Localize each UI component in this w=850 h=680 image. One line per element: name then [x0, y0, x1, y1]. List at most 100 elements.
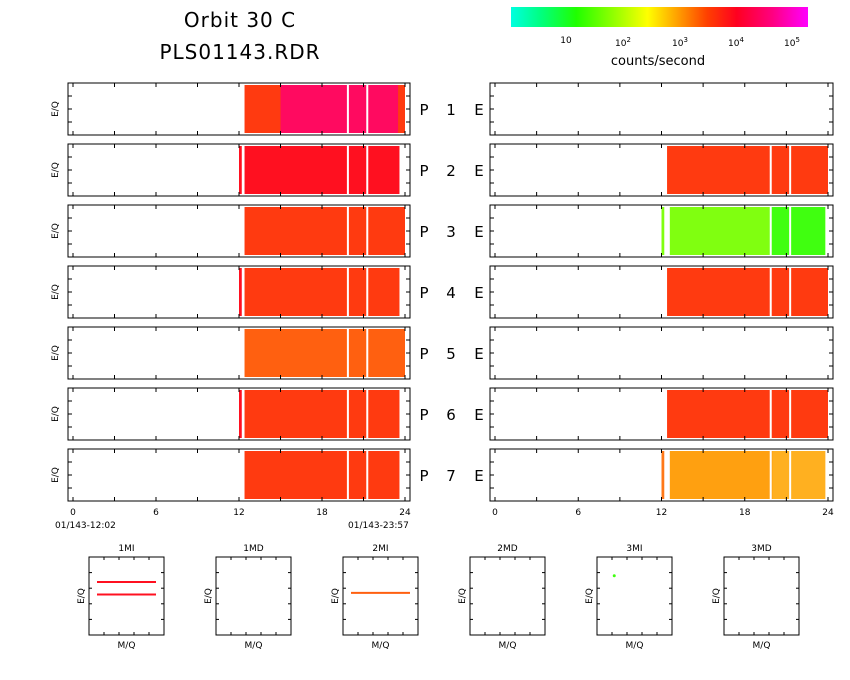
- small-panel-title: 3MD: [751, 544, 771, 554]
- small-panel-xlabel: M/Q: [372, 641, 390, 651]
- row-e-label: E: [474, 284, 483, 302]
- row-e-label: E: [474, 162, 483, 180]
- small-panel-title: 3MI: [626, 544, 642, 554]
- data-gap: [769, 268, 772, 316]
- small-panel-xlabel: M/Q: [118, 641, 136, 651]
- colorbar-tick: 102: [615, 36, 631, 49]
- heatmap-cell: [661, 207, 665, 255]
- small-panel-frame: [723, 556, 800, 636]
- heatmap-cell: [280, 85, 399, 133]
- small-panel-title: 1MD: [243, 544, 263, 554]
- small-panel-frame: [342, 556, 419, 636]
- heatmap-cell: [239, 268, 242, 316]
- heatmap-cell: [244, 207, 405, 255]
- data-gap: [366, 85, 369, 133]
- data-gap: [789, 390, 792, 438]
- colorbar-label: counts/second: [610, 54, 706, 69]
- small-panel-ylabel: E/Q: [77, 588, 87, 604]
- row-number: 3: [446, 223, 456, 241]
- small-panel-title: 2MI: [372, 544, 388, 554]
- row-number: 6: [446, 406, 456, 424]
- y-axis-label: E/Q: [51, 162, 61, 178]
- heatmap-cell: [244, 146, 400, 194]
- x-tick-label: 6: [575, 508, 581, 518]
- start-time-label: 01/143-12:02: [55, 521, 116, 531]
- heatmap-cell: [661, 451, 665, 499]
- data-gap: [366, 451, 369, 499]
- x-tick-label: 12: [233, 508, 244, 518]
- x-tick-label: 24: [399, 508, 411, 518]
- heatmap-cell: [769, 207, 826, 255]
- heatmap-cell: [244, 390, 400, 438]
- row-e-label: E: [474, 223, 483, 241]
- colorbar-tick: 10: [560, 36, 572, 46]
- heatmap-cell: [239, 146, 242, 194]
- heatmap-cell: [667, 390, 828, 438]
- row-p-label: P: [419, 467, 428, 485]
- data-gap: [769, 390, 772, 438]
- row-p-label: P: [419, 284, 428, 302]
- heatmap-cell: [244, 329, 405, 377]
- small-panel-ylabel: E/Q: [712, 588, 722, 604]
- colorbar-tick: 104: [728, 36, 744, 49]
- row-p-label: P: [419, 406, 428, 424]
- small-panel-xlabel: M/Q: [753, 641, 771, 651]
- data-gap: [789, 207, 792, 255]
- data-gap: [366, 390, 369, 438]
- y-axis-label: E/Q: [51, 284, 61, 300]
- small-panel-frame: [469, 556, 546, 636]
- data-gap: [346, 207, 349, 255]
- y-axis-label: E/Q: [51, 467, 61, 483]
- row-p-label: P: [419, 101, 428, 119]
- small-panel-ylabel: E/Q: [458, 588, 468, 604]
- small-panel-xlabel: M/Q: [499, 641, 517, 651]
- panel-frame: [489, 326, 834, 380]
- row-number: 4: [446, 284, 456, 302]
- small-panel-frame: [215, 556, 292, 636]
- row-e-label: E: [474, 345, 483, 363]
- end-time-label: 01/143-23:57: [348, 521, 409, 531]
- small-panel-dot: [612, 574, 616, 578]
- row-number: 7: [446, 467, 456, 485]
- title-orbit: Orbit 30 C: [183, 8, 297, 32]
- data-gap: [346, 268, 349, 316]
- data-gap: [789, 268, 792, 316]
- data-gap: [366, 329, 369, 377]
- y-axis-label: E/Q: [51, 345, 61, 361]
- heatmap-cell: [667, 268, 828, 316]
- row-e-label: E: [474, 101, 483, 119]
- y-axis-label: E/Q: [51, 406, 61, 422]
- x-tick-label: 18: [316, 508, 328, 518]
- small-panel-ylabel: E/Q: [204, 588, 214, 604]
- small-panel-frame: [596, 556, 673, 636]
- data-gap: [789, 146, 792, 194]
- small-panel-title: 1MI: [118, 544, 134, 554]
- colorbar-tick: 105: [784, 36, 800, 49]
- row-number: 1: [446, 101, 456, 119]
- y-axis-label: E/Q: [51, 223, 61, 239]
- row-e-label: E: [474, 467, 483, 485]
- x-tick-label: 0: [492, 508, 498, 518]
- small-panel-title: 2MD: [497, 544, 517, 554]
- data-gap: [769, 451, 772, 499]
- title-filename: PLS01143.RDR: [159, 40, 321, 64]
- row-number: 2: [446, 162, 456, 180]
- x-tick-label: 6: [153, 508, 159, 518]
- row-p-label: P: [419, 345, 428, 363]
- row-p-label: P: [419, 162, 428, 180]
- data-gap: [366, 268, 369, 316]
- data-gap: [769, 207, 772, 255]
- heatmap-cell: [667, 146, 828, 194]
- colorbar: [511, 7, 808, 27]
- small-panel-ylabel: E/Q: [331, 588, 341, 604]
- heatmap-cell: [239, 390, 242, 438]
- y-axis-label: E/Q: [51, 101, 61, 117]
- heatmap-cell: [244, 268, 400, 316]
- x-tick-label: 12: [656, 508, 667, 518]
- row-p-label: P: [419, 223, 428, 241]
- x-tick-label: 0: [70, 508, 76, 518]
- data-gap: [366, 146, 369, 194]
- data-gap: [346, 390, 349, 438]
- small-panel-frame: [88, 556, 165, 636]
